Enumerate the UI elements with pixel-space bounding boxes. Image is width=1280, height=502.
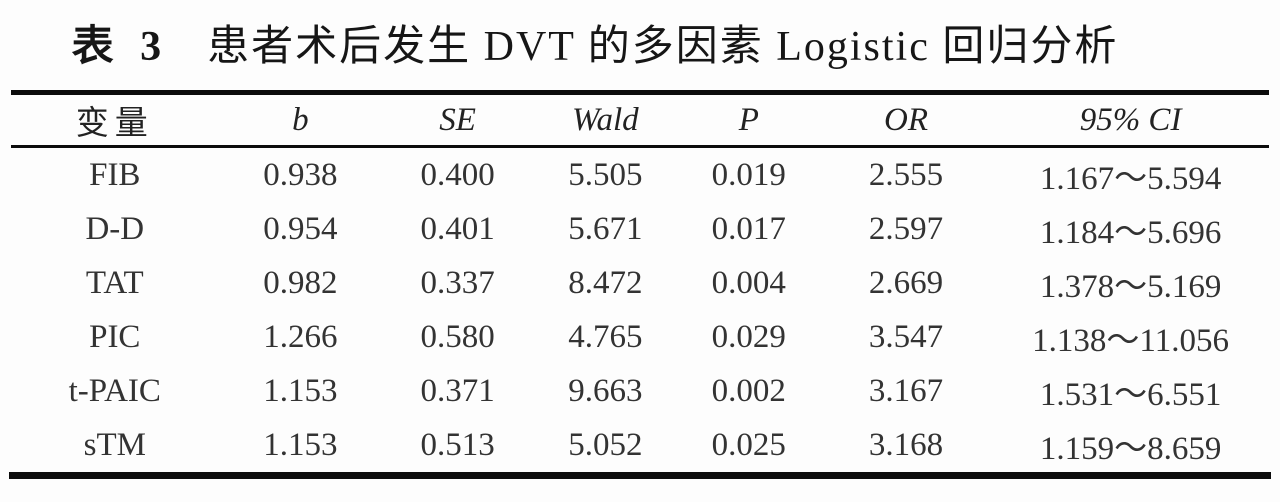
cell-p: 0.029 <box>711 318 786 355</box>
column-header-ci: 95% CI <box>1079 101 1182 138</box>
cell-variable: PIC <box>89 318 141 355</box>
cell-se: 0.337 <box>420 264 495 301</box>
cell-or: 3.168 <box>868 426 944 463</box>
cell-ci: 1.531～6.551 <box>1039 377 1222 413</box>
cell-p: 0.004 <box>711 264 786 301</box>
cell-p: 0.002 <box>711 372 786 409</box>
cell-variable: t-PAIC <box>68 372 161 409</box>
cell-ci: 1.138～11.056 <box>1032 323 1229 359</box>
cell-se: 0.401 <box>420 210 495 247</box>
table-body: FIB 0.938 0.400 5.505 0.019 2.555 1.167～… <box>0 148 1280 472</box>
cell-b: 1.153 <box>263 372 338 409</box>
column-header-se: SE <box>439 101 476 138</box>
cell-p: 0.025 <box>711 426 786 463</box>
cell-b: 0.982 <box>263 264 338 301</box>
cell-wald: 5.671 <box>568 210 643 247</box>
column-header-wald: Wald <box>572 101 639 138</box>
cell-ci: 1.167～5.594 <box>1039 161 1222 197</box>
bottom-rule <box>9 472 1271 479</box>
cell-wald: 5.505 <box>568 156 643 193</box>
cell-or: 2.669 <box>868 264 944 301</box>
table-header-row: 变量 b SE Wald P OR 95% CI <box>11 95 1269 145</box>
table-row-dd: D-D 0.954 0.401 5.671 0.017 2.597 1.184～… <box>11 202 1269 256</box>
cell-or: 2.597 <box>868 210 944 247</box>
cell-b: 1.153 <box>263 426 338 463</box>
cell-ci: 1.378～5.169 <box>1039 269 1222 305</box>
cell-se: 0.371 <box>420 372 495 409</box>
column-header-p: P <box>738 101 759 138</box>
cell-ci: 1.184～5.696 <box>1039 215 1222 251</box>
cell-b: 0.954 <box>263 210 338 247</box>
cell-wald: 8.472 <box>568 264 643 301</box>
column-header-b: b <box>292 101 309 138</box>
cell-or: 3.167 <box>868 372 944 409</box>
cell-p: 0.019 <box>711 156 786 193</box>
cell-variable: sTM <box>83 426 146 463</box>
top-rule <box>11 90 1269 95</box>
cell-wald: 9.663 <box>568 372 643 409</box>
column-header-variable: 变量 <box>75 106 154 142</box>
table-row-tpaic: t-PAIC 1.153 0.371 9.663 0.002 3.167 1.5… <box>11 364 1269 418</box>
cell-or: 2.555 <box>868 156 944 193</box>
table-row-pic: PIC 1.266 0.580 4.765 0.029 3.547 1.138～… <box>11 310 1269 364</box>
table-number: 表 3 <box>71 23 170 70</box>
cell-p: 0.017 <box>711 210 786 247</box>
cell-ci: 1.159～8.659 <box>1039 431 1222 467</box>
cell-wald: 5.052 <box>568 426 643 463</box>
cell-b: 1.266 <box>263 318 338 355</box>
cell-or: 3.547 <box>868 318 944 355</box>
cell-b: 0.938 <box>263 156 338 193</box>
cell-se: 0.513 <box>420 426 495 463</box>
cell-variable: TAT <box>85 264 144 301</box>
table-row-fib: FIB 0.938 0.400 5.505 0.019 2.555 1.167～… <box>11 148 1269 202</box>
column-header-or: OR <box>884 101 929 138</box>
cell-se: 0.400 <box>420 156 495 193</box>
cell-se: 0.580 <box>420 318 495 355</box>
header-rule <box>11 145 1269 148</box>
table-row-tat: TAT 0.982 0.337 8.472 0.004 2.669 1.378～… <box>11 256 1269 310</box>
cell-variable: D-D <box>85 210 145 247</box>
table-title-text: 患者术后发生 DVT 的多因素 Logistic 回归分析 <box>207 23 1119 70</box>
cell-wald: 4.765 <box>568 318 643 355</box>
cell-variable: FIB <box>89 156 141 193</box>
table-title: 表 3 患者术后发生 DVT 的多因素 Logistic 回归分析 <box>0 0 1280 84</box>
table-row-stm: sTM 1.153 0.513 5.052 0.025 3.168 1.159～… <box>11 418 1269 472</box>
